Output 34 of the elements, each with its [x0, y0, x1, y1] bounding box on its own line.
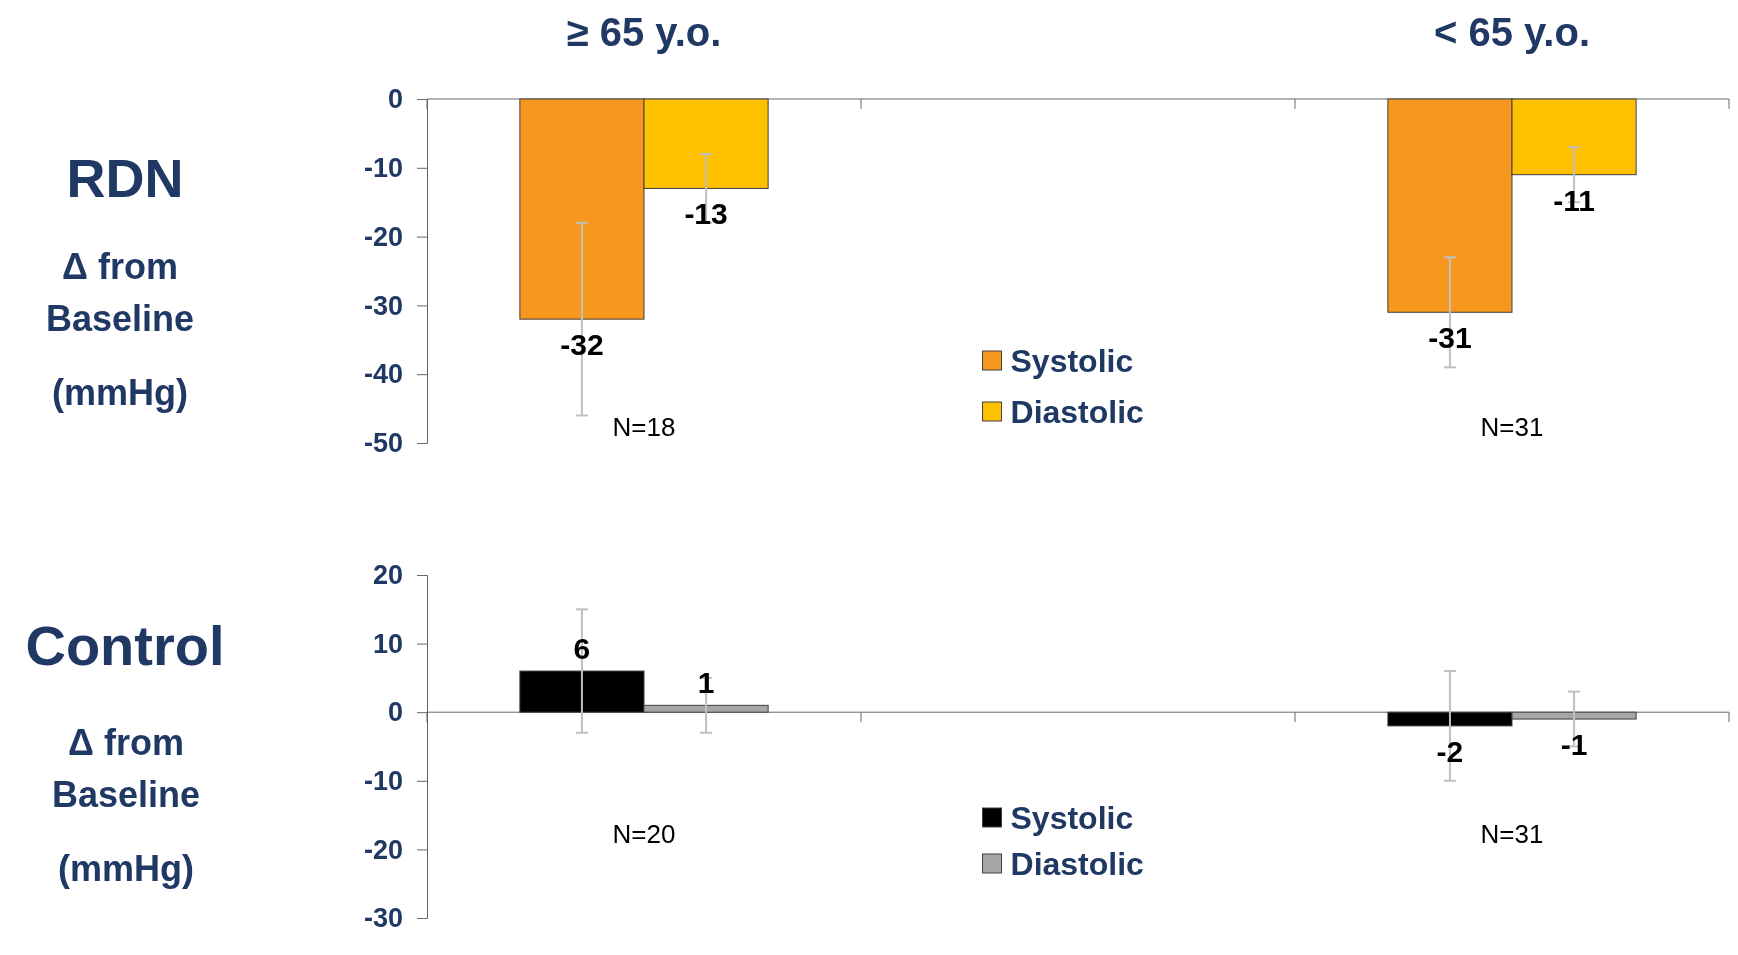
legend-label: Diastolic: [1010, 394, 1144, 430]
y-tick-label: -50: [363, 428, 403, 459]
data-label: -1: [1560, 728, 1588, 762]
y-tick-label: -30: [363, 290, 403, 321]
data-label: -32: [560, 328, 604, 362]
data-label: -2: [1436, 734, 1464, 768]
text: ≥ 65 y.o.: [566, 10, 722, 54]
legend-label: Systolic: [1010, 800, 1134, 836]
y-tick-label: -20: [363, 221, 403, 252]
y-tick-label: 10: [372, 628, 403, 659]
x-tick-label: N=18: [612, 412, 676, 443]
data-label: 6: [573, 632, 591, 666]
text: Control: [25, 614, 225, 677]
x-tick-label: N=31: [1480, 818, 1544, 849]
y-tick-label: -10: [363, 765, 403, 796]
y-axis-title: Δ from Baseline (mmHg): [45, 246, 195, 413]
legend-label: Diastolic: [1010, 846, 1144, 882]
legend-label: Systolic: [1010, 343, 1134, 379]
data-label: 1: [697, 666, 715, 700]
y-tick-label: 0: [387, 84, 403, 115]
x-tick-label: N=20: [612, 818, 676, 849]
data-label: -31: [1428, 321, 1472, 355]
y-tick-label: -20: [363, 834, 403, 865]
y-tick-label: -40: [363, 359, 403, 390]
y-tick-label: -10: [363, 152, 403, 183]
y-tick-label: 20: [372, 560, 403, 591]
y-tick-label: 0: [387, 697, 403, 728]
data-label: -11: [1553, 183, 1595, 217]
text: < 65 y.o.: [1433, 10, 1591, 54]
y-tick-label: -30: [363, 903, 403, 934]
x-tick-label: N=31: [1480, 412, 1544, 443]
data-label: -13: [684, 197, 728, 231]
text: RDN: [66, 148, 184, 208]
y-axis-title: Δ from Baseline (mmHg): [51, 722, 201, 889]
